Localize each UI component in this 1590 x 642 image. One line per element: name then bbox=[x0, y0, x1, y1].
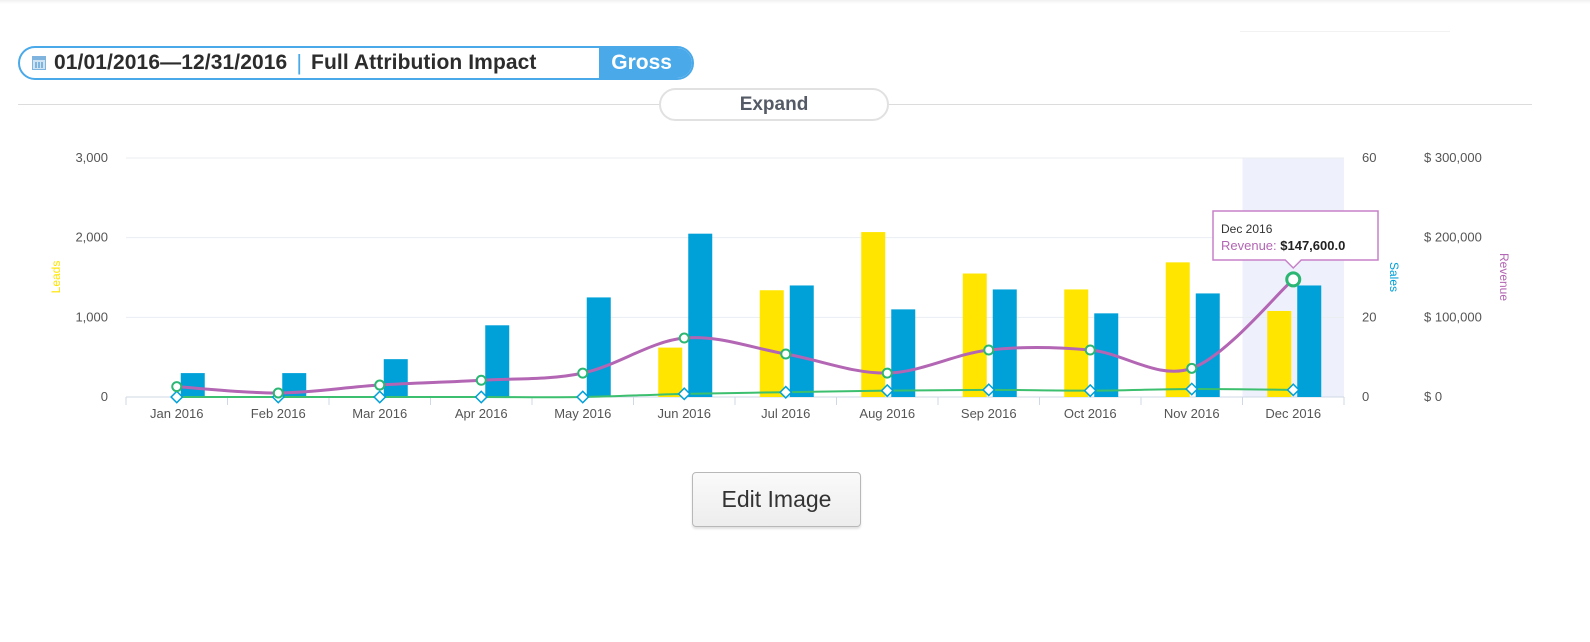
sales-bar bbox=[180, 373, 205, 397]
y-right2-title: Revenue bbox=[1497, 253, 1511, 301]
sales-bar bbox=[688, 233, 713, 397]
revenue-marker bbox=[678, 332, 690, 344]
revenue-marker bbox=[881, 367, 893, 379]
x-tick-label: Dec 2016 bbox=[1265, 406, 1321, 421]
leads-bar bbox=[962, 273, 987, 397]
filter-separator: | bbox=[296, 50, 303, 75]
tooltip-body: Revenue: $147,600.0 bbox=[1221, 238, 1345, 253]
revenue-marker bbox=[1285, 271, 1302, 288]
faint-divider bbox=[1240, 31, 1450, 32]
leads-bar bbox=[759, 290, 784, 397]
x-tick-label: Apr 2016 bbox=[455, 406, 508, 421]
green-line-marker bbox=[1185, 382, 1199, 396]
date-range-label[interactable]: 01/01/2016—12/31/2016 bbox=[54, 51, 288, 74]
revenue-marker bbox=[1084, 344, 1096, 356]
x-tick-label: Jul 2016 bbox=[761, 406, 810, 421]
x-tick-label: Sep 2016 bbox=[961, 406, 1017, 421]
report-filter-pill[interactable]: 01/01/2016—12/31/2016 | Full Attribution… bbox=[18, 46, 694, 80]
calendar-icon bbox=[32, 56, 46, 70]
x-tick-label: May 2016 bbox=[554, 406, 611, 421]
expand-button[interactable]: Expand bbox=[659, 88, 889, 121]
x-tick-label: Nov 2016 bbox=[1164, 406, 1220, 421]
axes: 0 0 $ 0 1,000 20 $ 100,000 2,000 $ 200,000 3,000… bbox=[49, 150, 1511, 421]
y-right-tick: 0 bbox=[1362, 389, 1369, 404]
revenue-marker bbox=[475, 374, 487, 386]
green-line-marker bbox=[982, 383, 996, 397]
lines bbox=[170, 271, 1302, 404]
green-line-marker bbox=[880, 383, 894, 398]
sales-bar bbox=[586, 297, 611, 397]
x-tick-label: Feb 2016 bbox=[251, 406, 306, 421]
sales-bar bbox=[891, 309, 916, 397]
y-right-tick: 60 bbox=[1362, 150, 1376, 165]
green-line-marker bbox=[373, 390, 387, 404]
leads-bar bbox=[1267, 310, 1292, 397]
sales-bar bbox=[789, 285, 814, 397]
edit-image-button[interactable]: Edit Image bbox=[692, 472, 861, 527]
green-line-marker bbox=[1286, 383, 1300, 397]
revenue-marker bbox=[983, 344, 995, 356]
tooltip-box bbox=[1212, 210, 1379, 270]
y-right2-tick: $ 200,000 bbox=[1424, 230, 1482, 245]
x-tick-label: Aug 2016 bbox=[859, 406, 915, 421]
x-tick-label: Oct 2016 bbox=[1064, 406, 1117, 421]
revenue-line bbox=[176, 278, 1295, 395]
sales-bar bbox=[485, 325, 510, 397]
green-line-marker bbox=[474, 390, 488, 404]
green-line-marker bbox=[170, 390, 184, 404]
sales-bar bbox=[1195, 293, 1220, 397]
y-right2-tick: $ 300,000 bbox=[1424, 150, 1482, 165]
chart-tooltip: Dec 2016 Revenue: $147,600.0 bbox=[1212, 210, 1379, 270]
revenue-marker bbox=[272, 387, 284, 399]
y-right-title: Sales bbox=[1387, 262, 1401, 292]
grid-lines bbox=[125, 157, 1345, 405]
x-tick-label: Mar 2016 bbox=[352, 406, 407, 421]
green-line bbox=[176, 388, 1294, 399]
green-line-marker bbox=[779, 385, 793, 399]
sales-bar bbox=[383, 359, 408, 397]
sales-bar bbox=[992, 289, 1017, 397]
leads-bar bbox=[1165, 262, 1190, 397]
green-line-marker bbox=[576, 390, 590, 404]
revenue-marker bbox=[171, 381, 183, 393]
sales-bar bbox=[1297, 285, 1322, 397]
bars bbox=[180, 232, 1322, 397]
top-shadow bbox=[0, 0, 1590, 4]
y-left-title: Leads bbox=[49, 261, 63, 294]
y-left-tick: 0 bbox=[101, 389, 108, 404]
gross-toggle[interactable]: Gross bbox=[599, 48, 692, 78]
y-right-tick: 20 bbox=[1362, 309, 1376, 324]
leads-bar bbox=[861, 232, 886, 397]
x-tick-label: Jun 2016 bbox=[658, 406, 712, 421]
y-right2-tick: $ 100,000 bbox=[1424, 309, 1482, 324]
y-right2-tick: $ 0 bbox=[1424, 389, 1442, 404]
revenue-marker bbox=[374, 379, 386, 391]
y-left-tick: 1,000 bbox=[75, 309, 108, 324]
x-tick-label: Jan 2016 bbox=[150, 406, 204, 421]
leads-bar bbox=[1064, 289, 1089, 397]
revenue-marker bbox=[780, 348, 792, 360]
green-line-marker bbox=[677, 387, 691, 401]
revenue-marker bbox=[577, 367, 589, 379]
attribution-mode-label[interactable]: Full Attribution Impact bbox=[311, 51, 537, 74]
revenue-marker bbox=[1186, 362, 1198, 374]
attribution-chart: 0 0 $ 0 1,000 20 $ 100,000 2,000 $ 200,000 3,000… bbox=[49, 150, 1511, 421]
leads-bar bbox=[658, 347, 683, 397]
tooltip-title: Dec 2016 bbox=[1221, 222, 1273, 236]
green-line-marker bbox=[1083, 383, 1097, 398]
y-left-tick: 2,000 bbox=[75, 230, 108, 245]
y-left-tick: 3,000 bbox=[75, 150, 108, 165]
